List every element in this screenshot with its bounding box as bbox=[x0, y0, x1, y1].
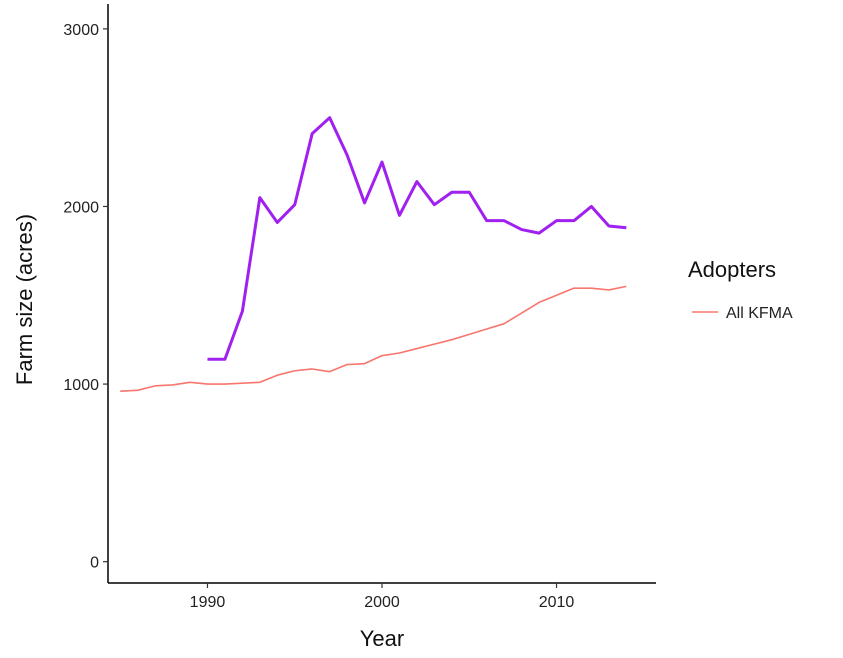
x-tick-label: 2000 bbox=[364, 594, 400, 611]
legend-title: Adopters bbox=[688, 257, 776, 282]
series-line-1 bbox=[120, 285, 627, 392]
y-tick-label: 2000 bbox=[63, 199, 99, 216]
y-tick-label: 1000 bbox=[63, 377, 99, 394]
y-axis-title: Farm size (acres) bbox=[12, 214, 37, 385]
y-axis-ticks: 0 1000 2000 3000 bbox=[63, 22, 108, 572]
x-axis-ticks: 1990 2000 2010 bbox=[190, 583, 575, 611]
x-tick-label: 2010 bbox=[539, 594, 575, 611]
legend-label: All KFMA bbox=[726, 305, 793, 322]
y-tick-label: 3000 bbox=[63, 22, 99, 39]
legend: Adopters All KFMA bbox=[688, 257, 793, 322]
series-line-2 bbox=[207, 116, 627, 361]
plot-area bbox=[120, 116, 627, 392]
x-axis-title: Year bbox=[360, 626, 404, 651]
y-tick-label: 0 bbox=[90, 555, 99, 572]
legend-items: All KFMA bbox=[692, 305, 793, 322]
x-tick-label: 1990 bbox=[190, 594, 226, 611]
